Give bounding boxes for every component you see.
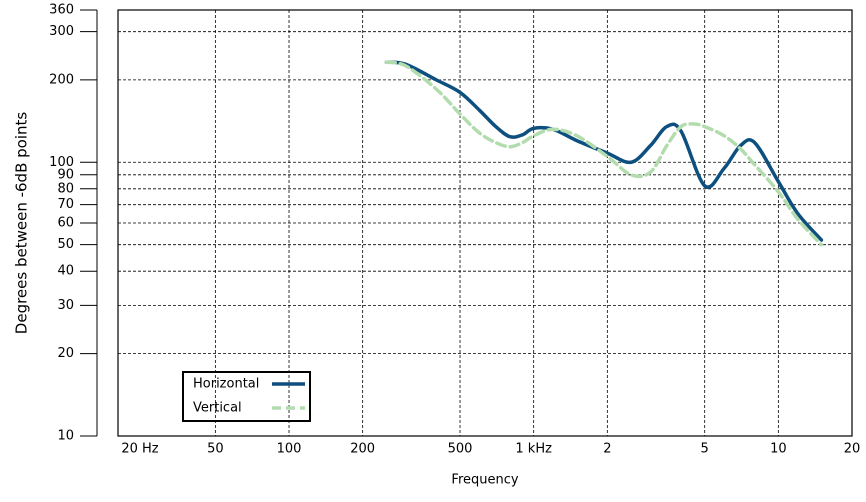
x-tick-label: 500 xyxy=(448,442,473,457)
y-tick-label: 70 xyxy=(57,197,74,212)
y-tick-label: 50 xyxy=(57,237,74,252)
y-tick-label: 100 xyxy=(49,155,74,170)
legend-label: Horizontal xyxy=(193,377,259,392)
x-tick-label: 1 kHz xyxy=(515,442,552,457)
x-tick-label: 10 xyxy=(770,442,787,457)
series-line xyxy=(384,60,824,242)
y-tick-label: 60 xyxy=(57,216,74,231)
x-tick-label: 2 xyxy=(603,442,611,457)
legend-label: Vertical xyxy=(193,401,242,416)
y-tick-label: 200 xyxy=(49,72,74,87)
x-tick-label: 20 xyxy=(844,442,861,457)
x-tick-label: 200 xyxy=(350,442,375,457)
x-tick-label: 5 xyxy=(701,442,709,457)
y-axis-title: Degrees between -6dB points xyxy=(13,112,31,335)
y-tick-label: 80 xyxy=(57,181,74,196)
x-tick-label: 50 xyxy=(207,442,224,457)
x-tick-label: 20 Hz xyxy=(121,442,158,457)
series-line xyxy=(384,60,824,247)
y-tick-label: 90 xyxy=(57,167,74,182)
y-tick-label: 20 xyxy=(57,346,74,361)
y-tick-label: 300 xyxy=(49,24,74,39)
y-tick-label: 30 xyxy=(57,298,74,313)
x-tick-label: 100 xyxy=(277,442,302,457)
y-tick-label: 10 xyxy=(57,429,74,444)
y-tick-label: 360 xyxy=(49,3,74,18)
y-tick-label: 40 xyxy=(57,264,74,279)
x-axis-title: Frequency xyxy=(451,473,518,488)
